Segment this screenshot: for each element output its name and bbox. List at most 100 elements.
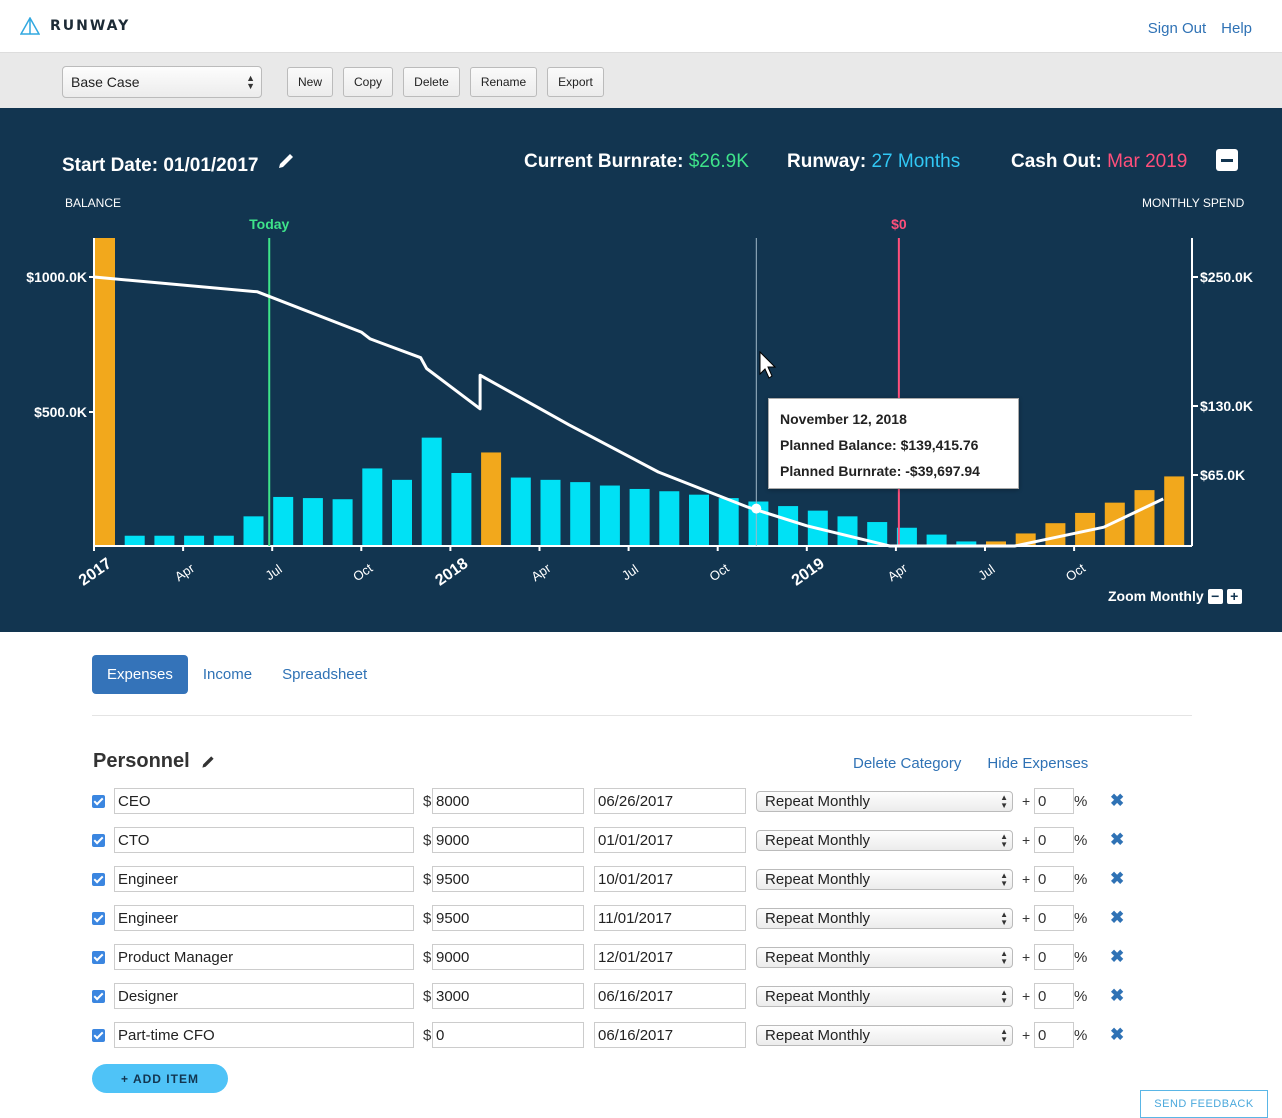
zoom-in-button[interactable]: +: [1226, 588, 1242, 604]
repeat-select[interactable]: Repeat Monthly ▲ ▼: [756, 1025, 1013, 1046]
expense-amount-field[interactable]: 9500: [432, 905, 584, 931]
expense-amount-field[interactable]: 9000: [432, 827, 584, 853]
expense-name-field[interactable]: Designer: [114, 983, 414, 1009]
tab-divider: [92, 715, 1192, 716]
expense-amount-field[interactable]: 9500: [432, 866, 584, 892]
growth-percent-field[interactable]: 0: [1034, 983, 1074, 1009]
burnrate-value: $26.9K: [688, 151, 749, 172]
sign-out-link[interactable]: Sign Out: [1147, 20, 1207, 37]
cashout-value: Mar 2019: [1107, 151, 1188, 172]
runway-chart[interactable]: $1000.0K $500.0K $250.0K $130.0K $65.0K 2017 A…: [0, 108, 1282, 632]
repeat-select[interactable]: Repeat Monthly ▲ ▼: [756, 947, 1013, 968]
growth-percent-field[interactable]: 0: [1034, 905, 1074, 931]
growth-percent-field[interactable]: 0: [1034, 788, 1074, 814]
tab-bar: Expenses Income Spreadsheet: [92, 655, 382, 694]
delete-expense-icon[interactable]: ✖: [1110, 947, 1125, 966]
expense-name-field[interactable]: Product Manager: [114, 944, 414, 970]
expense-enabled-checkbox[interactable]: [92, 873, 105, 886]
start-date-label: Start Date:: [62, 155, 159, 176]
x-tick-label: Jul: [975, 561, 997, 583]
expense-name-field[interactable]: Part-time CFO: [114, 1022, 414, 1048]
delete-button[interactable]: Delete: [403, 67, 460, 97]
repeat-select[interactable]: Repeat Monthly ▲ ▼: [756, 869, 1013, 890]
delete-expense-icon[interactable]: ✖: [1110, 1025, 1125, 1044]
repeat-select-value: Repeat Monthly: [765, 832, 871, 849]
delete-category-link[interactable]: Delete Category: [853, 755, 962, 772]
spend-bar: [243, 516, 264, 546]
tab-spreadsheet[interactable]: Spreadsheet: [282, 666, 368, 683]
repeat-select[interactable]: Repeat Monthly ▲ ▼: [756, 830, 1013, 851]
expense-date-field[interactable]: 11/01/2017: [594, 905, 746, 931]
add-item-button[interactable]: + ADD ITEM: [92, 1064, 228, 1093]
expense-enabled-checkbox[interactable]: [92, 912, 105, 925]
expense-amount-field[interactable]: 9000: [432, 944, 584, 970]
plus-symbol: +: [1022, 988, 1031, 1004]
edit-start-date-icon[interactable]: [276, 151, 296, 171]
expense-enabled-checkbox[interactable]: [92, 834, 105, 847]
scenario-select-value: Base Case: [71, 74, 140, 90]
export-button[interactable]: Export: [547, 67, 604, 97]
expense-amount-field[interactable]: 8000: [432, 788, 584, 814]
expense-date-field[interactable]: 12/01/2017: [594, 944, 746, 970]
expense-enabled-checkbox[interactable]: [92, 795, 105, 808]
expense-date-field[interactable]: 06/26/2017: [594, 788, 746, 814]
delete-expense-icon[interactable]: ✖: [1110, 830, 1125, 849]
growth-percent-field[interactable]: 0: [1034, 1022, 1074, 1048]
app-logo[interactable]: RUNWAY: [20, 17, 130, 35]
growth-percent-field[interactable]: 0: [1034, 827, 1074, 853]
expense-enabled-checkbox[interactable]: [92, 951, 105, 964]
start-date: Start Date: 01/01/2017: [62, 151, 296, 177]
tab-expenses[interactable]: Expenses: [92, 655, 188, 694]
growth-percent-field[interactable]: 0: [1034, 944, 1074, 970]
x-tick-label: Apr: [885, 560, 911, 584]
spend-bar: [362, 468, 383, 546]
help-link[interactable]: Help: [1221, 20, 1252, 37]
new-button[interactable]: New: [287, 67, 333, 97]
expense-row: Part-time CFO $0 06/16/2017 Repeat Monthly ▲…: [92, 1022, 1132, 1048]
delete-expense-icon[interactable]: ✖: [1110, 986, 1125, 1005]
repeat-select[interactable]: Repeat Monthly ▲ ▼: [756, 791, 1013, 812]
percent-symbol: %: [1074, 871, 1088, 888]
expense-name-field[interactable]: Engineer: [114, 905, 414, 931]
repeat-select[interactable]: Repeat Monthly ▲ ▼: [756, 908, 1013, 929]
select-arrows-icon: ▲ ▼: [1000, 910, 1008, 927]
expense-amount-field[interactable]: 0: [432, 1022, 584, 1048]
expense-date-field[interactable]: 10/01/2017: [594, 866, 746, 892]
zoom-out-button[interactable]: −: [1207, 588, 1223, 604]
select-arrows-icon: ▲ ▼: [1000, 871, 1008, 888]
expense-date-field[interactable]: 01/01/2017: [594, 827, 746, 853]
expense-enabled-checkbox[interactable]: [92, 990, 105, 1003]
repeat-select[interactable]: Repeat Monthly ▲ ▼: [756, 986, 1013, 1007]
currency-symbol: $: [423, 1027, 432, 1044]
delete-expense-icon[interactable]: ✖: [1110, 791, 1125, 810]
spend-bar: [659, 491, 680, 546]
scenario-select[interactable]: Base Case ▲ ▼: [62, 66, 262, 98]
send-feedback-button[interactable]: SEND FEEDBACK: [1140, 1090, 1268, 1118]
collapse-chart-button[interactable]: [1216, 149, 1238, 171]
select-arrows-icon: ▲ ▼: [1000, 832, 1008, 849]
expense-name-field[interactable]: CTO: [114, 827, 414, 853]
growth-percent-field[interactable]: 0: [1034, 866, 1074, 892]
percent-symbol: %: [1074, 832, 1088, 849]
expense-date-field[interactable]: 06/16/2017: [594, 1022, 746, 1048]
spend-bar: [896, 527, 917, 546]
delete-expense-icon[interactable]: ✖: [1110, 908, 1125, 927]
tab-income[interactable]: Income: [202, 666, 253, 683]
plus-symbol: +: [1022, 1027, 1031, 1043]
category-header: Personnel: [93, 750, 216, 773]
spend-bar: [184, 535, 205, 546]
expense-name-field[interactable]: Engineer: [114, 866, 414, 892]
rename-button[interactable]: Rename: [470, 67, 537, 97]
percent-symbol: %: [1074, 793, 1088, 810]
x-tick-label: Jul: [263, 561, 285, 583]
select-arrows-icon: ▲ ▼: [1000, 793, 1008, 810]
copy-button[interactable]: Copy: [343, 67, 393, 97]
delete-expense-icon[interactable]: ✖: [1110, 869, 1125, 888]
expense-enabled-checkbox[interactable]: [92, 1029, 105, 1042]
expense-name-field[interactable]: CEO: [114, 788, 414, 814]
expense-amount-field[interactable]: 3000: [432, 983, 584, 1009]
expense-date-field[interactable]: 06/16/2017: [594, 983, 746, 1009]
balance-line: [93, 275, 1164, 548]
hide-expenses-link[interactable]: Hide Expenses: [987, 755, 1089, 772]
edit-category-icon[interactable]: [200, 754, 216, 770]
